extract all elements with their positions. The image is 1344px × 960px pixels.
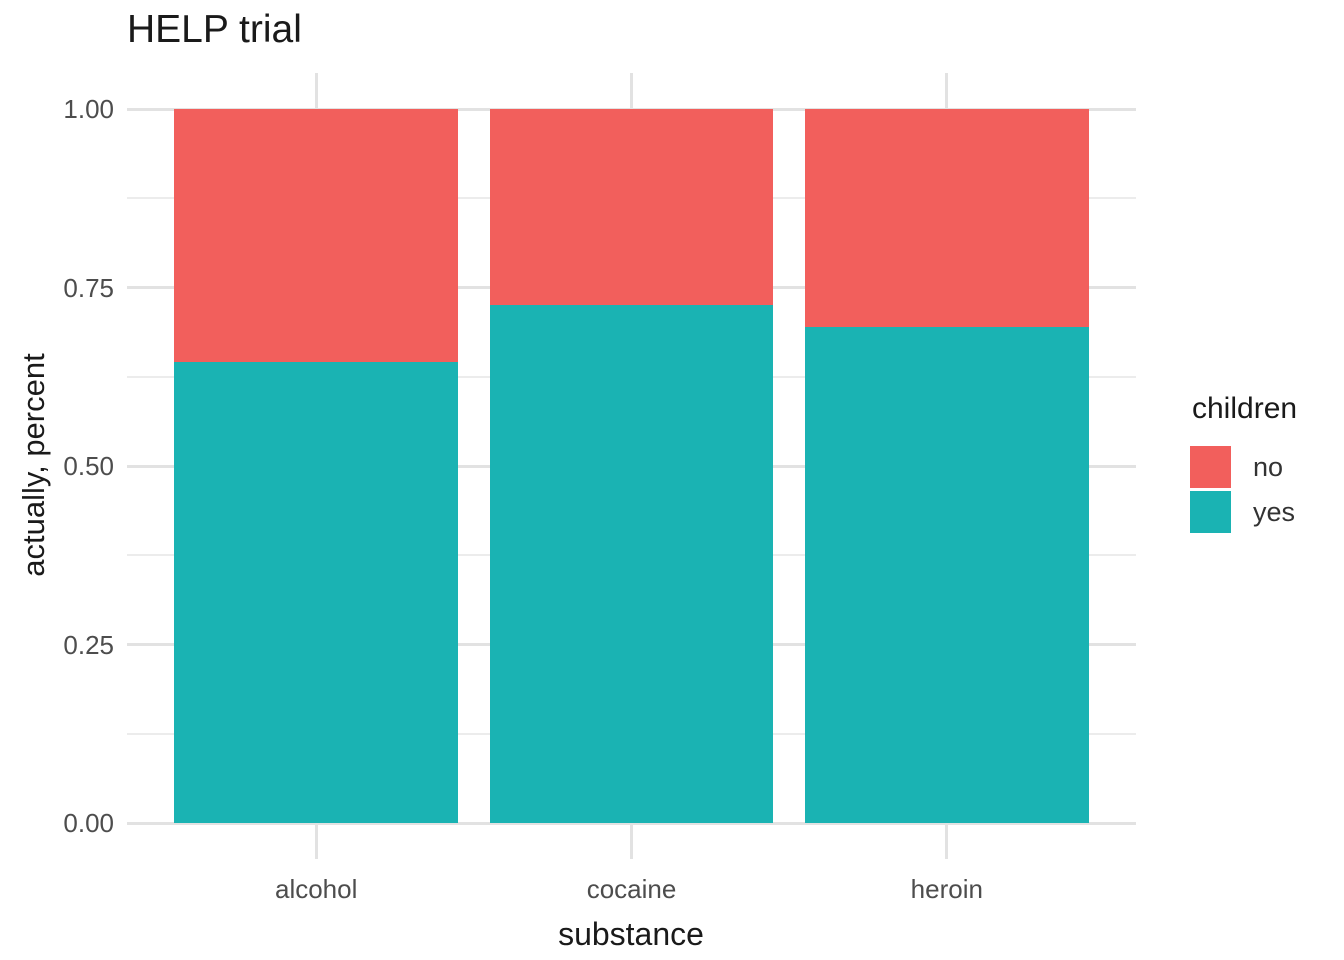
x-tick-label-heroin: heroin: [910, 874, 983, 904]
bar-alcohol-yes-segment: [174, 362, 459, 823]
y-tick-label-0-50: 0.50: [63, 451, 114, 481]
bar-cocaine-yes-segment: [489, 304, 774, 823]
y-tick-label-1-00: 1.00: [63, 94, 114, 124]
legend-item-no: no: [1190, 446, 1297, 488]
x-tick-label-alcohol: alcohol: [274, 874, 358, 904]
legend-key-yes-swatch: [1190, 491, 1231, 533]
legend: children no yes: [1190, 392, 1297, 536]
bar-alcohol-no-segment: [174, 109, 459, 363]
x-axis-title: substance: [558, 916, 704, 952]
gridline-major-0-00: [127, 821, 1136, 825]
legend-key-no-swatch: [1190, 446, 1231, 488]
bar-cocaine-no-segment: [489, 109, 774, 305]
legend-title: children: [1192, 392, 1298, 425]
legend-label-no: no: [1253, 451, 1284, 482]
legend-label-yes: yes: [1253, 496, 1296, 527]
y-tick-label-0-75: 0.75: [63, 272, 114, 303]
plot-panel: [127, 73, 1136, 859]
bar-heroin-no-segment: [804, 109, 1089, 328]
y-tick-label-0-00: 0.00: [63, 808, 114, 838]
legend-item-yes: yes: [1190, 491, 1297, 533]
bar-heroin-yes-segment: [804, 327, 1089, 823]
chart-title: HELP trial: [127, 8, 302, 51]
legend-items: no yes: [1190, 446, 1297, 533]
y-tick-label-0-25: 0.25: [63, 629, 114, 660]
x-tick-label-cocaine: cocaine: [586, 874, 677, 904]
